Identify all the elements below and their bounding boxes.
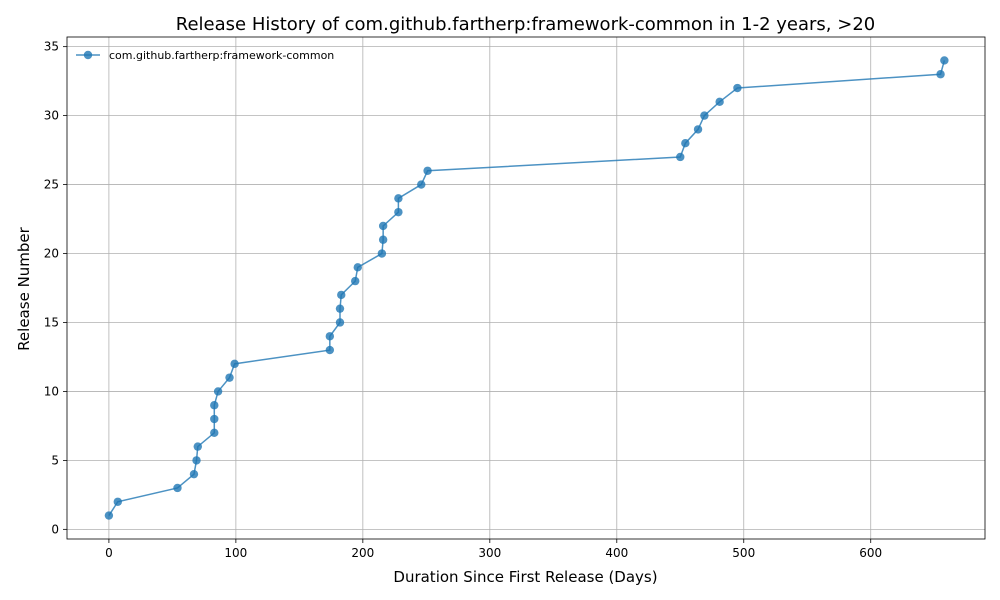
- plot-frame: [66, 36, 986, 540]
- legend: com.github.fartherp:framework-common: [76, 49, 334, 62]
- x-tick-label: 300: [478, 546, 501, 560]
- y-tick-label: 35: [44, 40, 59, 54]
- data-point: [192, 456, 201, 465]
- y-tick-label: 0: [51, 522, 59, 536]
- data-point: [693, 125, 703, 134]
- chart-title: Release History of com.github.fartherp:f…: [176, 14, 875, 35]
- data-point: [378, 221, 388, 231]
- data-point: [210, 414, 219, 424]
- y-tick-label: 5: [51, 453, 59, 467]
- data-point: [325, 332, 335, 341]
- data-point: [940, 56, 949, 65]
- data-point: [423, 166, 432, 175]
- y-tick-label: 30: [44, 109, 59, 123]
- x-tick-label: 600: [859, 546, 882, 560]
- data-point: [394, 194, 403, 203]
- data-point: [325, 345, 335, 355]
- data-point: [733, 83, 742, 93]
- y-tick-label: 10: [44, 384, 59, 398]
- y-tick-label: 25: [44, 178, 59, 192]
- ticks-layer: 0 100 200 300 400 500 600 0 5 10 15 20 25 30 35: [44, 40, 882, 560]
- legend-label: com.github.fartherp:framework-common: [109, 49, 334, 62]
- y-tick-label: 20: [44, 247, 59, 261]
- data-point: [230, 359, 239, 369]
- data-point: [394, 207, 403, 217]
- data-point: [113, 497, 122, 506]
- y-tick-label: 15: [44, 315, 59, 329]
- grid-layer: [67, 37, 985, 539]
- data-point: [353, 263, 362, 272]
- data-point: [225, 373, 234, 382]
- x-axis-label: Duration Since First Release (Days): [393, 568, 657, 586]
- data-point: [700, 111, 709, 120]
- series-line: [108, 60, 946, 516]
- data-point: [417, 180, 426, 189]
- data-point: [337, 290, 346, 300]
- x-tick-label: 500: [732, 546, 755, 560]
- data-point: [173, 483, 182, 493]
- data-point: [189, 469, 199, 479]
- data-point: [676, 152, 685, 162]
- x-tick-label: 200: [351, 546, 374, 560]
- data-point: [210, 428, 219, 438]
- legend-marker-swatch: [83, 50, 93, 60]
- data-point: [193, 442, 202, 451]
- data-point: [377, 249, 387, 258]
- data-point: [378, 235, 388, 244]
- data-point: [715, 97, 724, 107]
- x-tick-label: 100: [224, 546, 247, 560]
- data-point: [104, 511, 114, 520]
- data-point: [335, 318, 345, 327]
- data-point: [210, 401, 219, 410]
- data-point: [681, 138, 690, 148]
- data-point: [213, 387, 223, 396]
- x-tick-label: 400: [605, 546, 628, 560]
- y-axis-label: Release Number: [15, 226, 33, 350]
- x-tick-label: 0: [105, 546, 113, 560]
- data-point: [351, 276, 360, 286]
- series-layer: [104, 56, 949, 520]
- data-point: [335, 304, 345, 313]
- data-point: [936, 70, 945, 79]
